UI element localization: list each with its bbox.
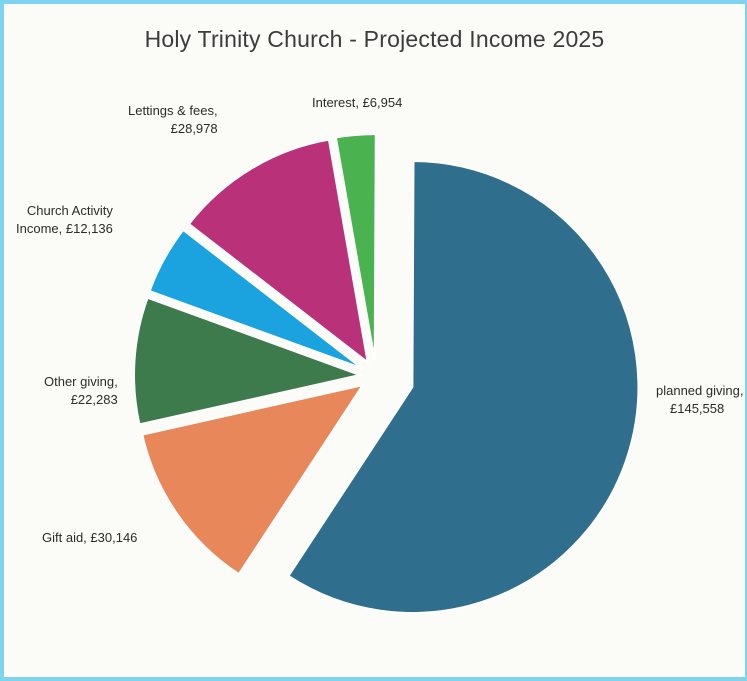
pie-slice-church-activity-income [148, 228, 363, 370]
pie-slice-gift-aid [141, 383, 365, 576]
chart-frame: Holy Trinity Church - Projected Income 2… [4, 4, 745, 677]
label-gift-aid: Gift aid, £30,146 [42, 530, 138, 545]
pie-slice-other-giving [133, 296, 364, 426]
chart-title: Holy Trinity Church - Projected Income 2… [144, 26, 605, 52]
pie-slice-lettings-fees [187, 138, 370, 365]
pie-chart [133, 133, 640, 614]
label-planned-giving: planned giving, £145,558 [656, 383, 744, 416]
pie-slice-planned-giving [287, 159, 640, 614]
label-other-giving: Other giving, £22,283 [44, 374, 118, 407]
label-lettings-fees: Lettings & fees, £28,978 [128, 103, 218, 136]
label-church-activity-income: Church Activity Income, £12,136 [16, 203, 113, 236]
label-interest: Interest, £6,954 [312, 95, 403, 110]
pie-slice-interest [334, 133, 377, 361]
